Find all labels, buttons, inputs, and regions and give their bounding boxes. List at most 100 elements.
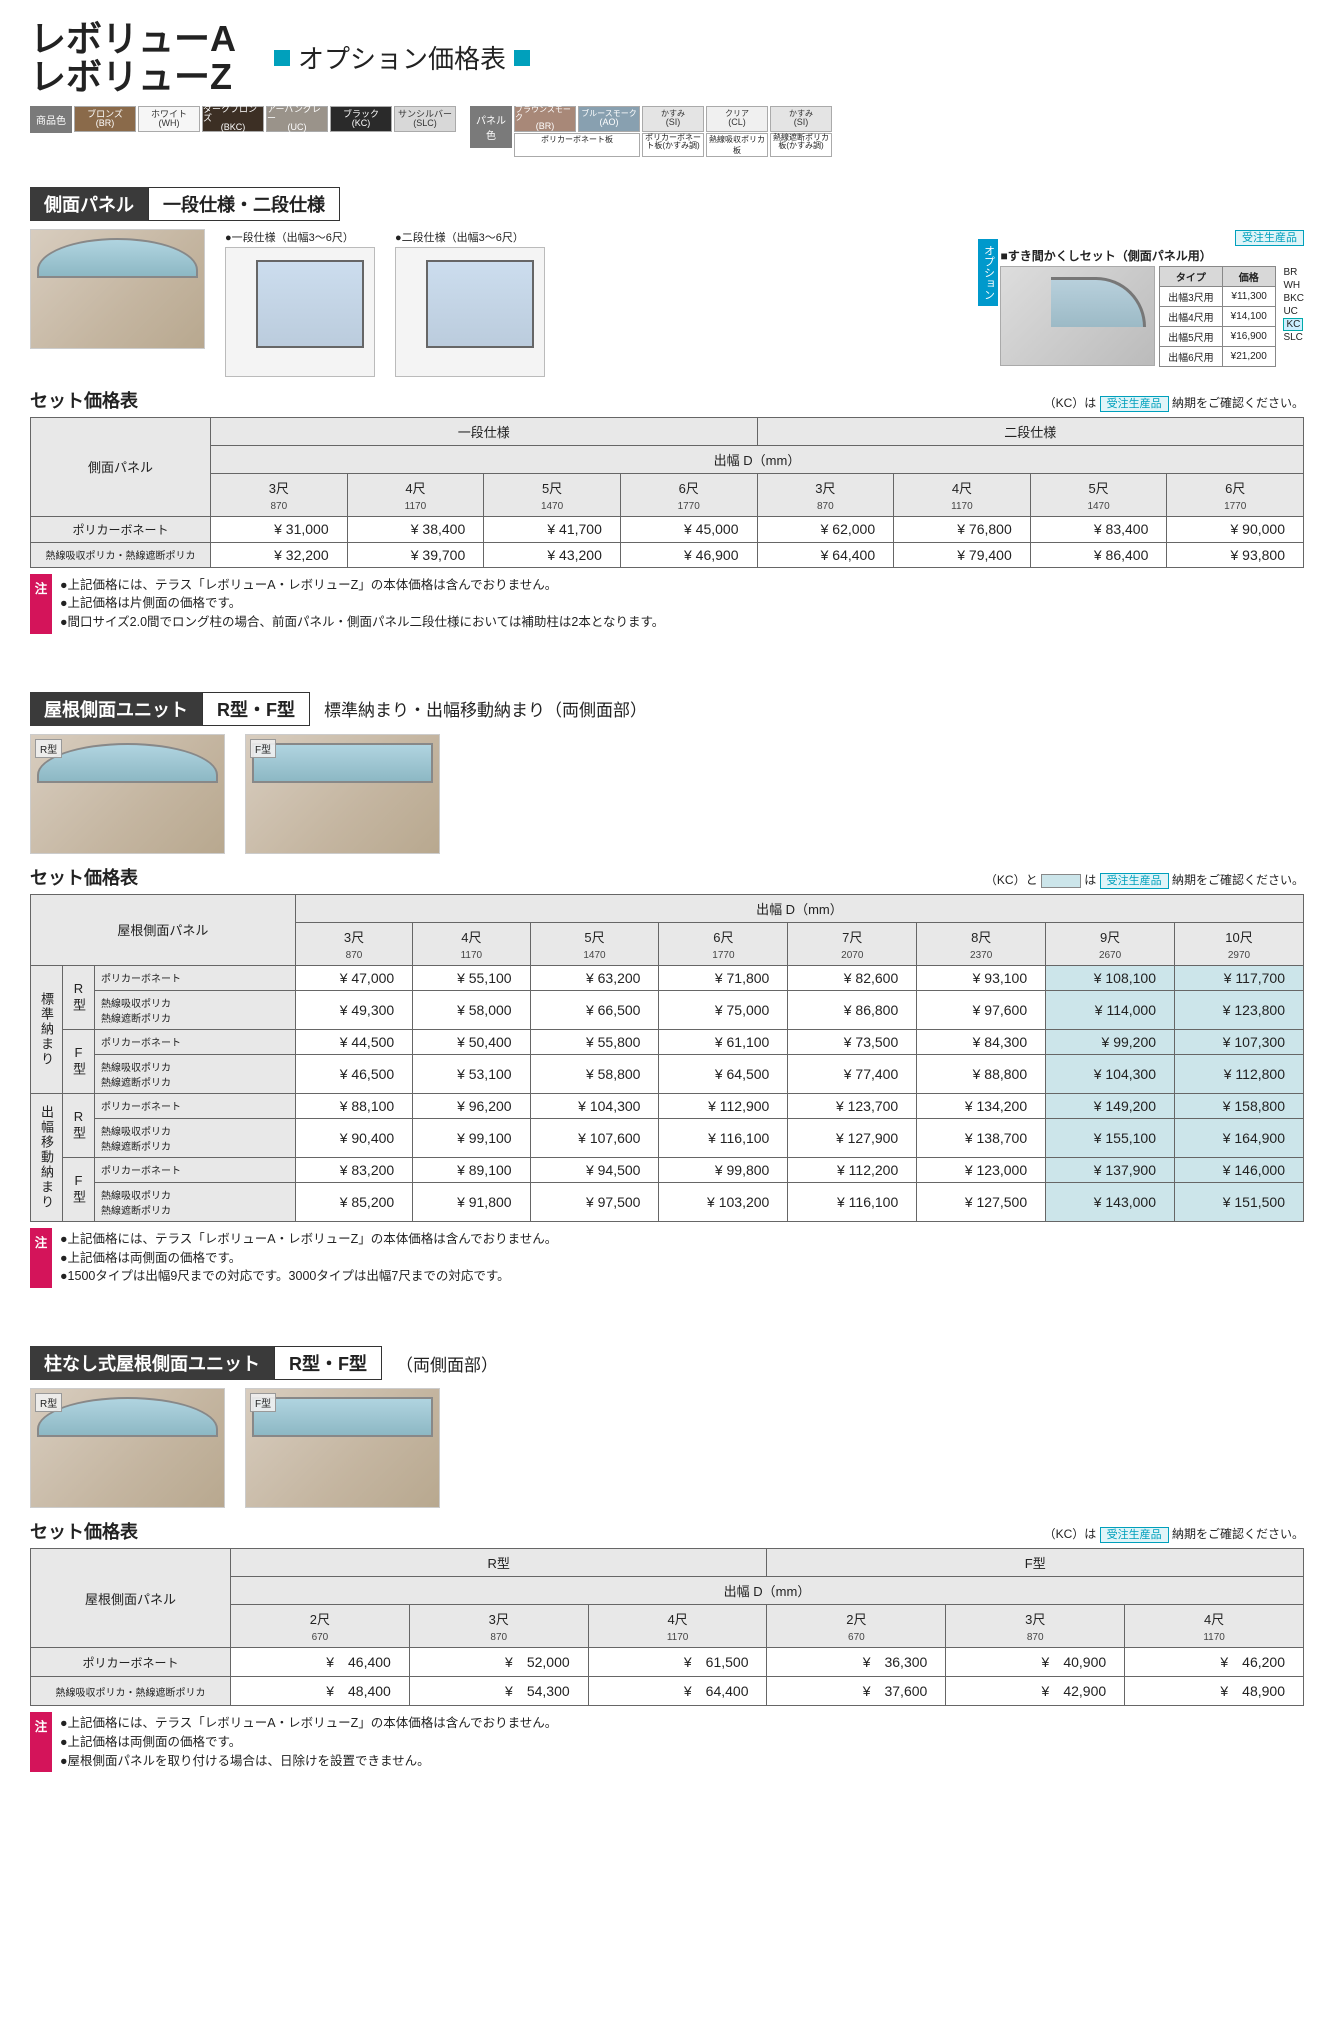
note-body: ●上記価格には、テラス「レボリューA・レボリューZ」の本体価格は含んでおりません…	[52, 574, 672, 634]
price-note: （KC）と は 受注生産品 納期をご確認ください。	[985, 871, 1304, 888]
price-note: （KC）は 受注生産品 納期をご確認ください。	[1044, 394, 1304, 411]
page-header: レボリューA レボリューZ オプション価格表	[30, 20, 1304, 96]
section2-images: R型 F型	[30, 734, 1304, 854]
section3-price-table: 屋根側面パネルR型F型出幅 D（mm）2尺6703尺8704尺11702尺670…	[30, 1548, 1304, 1706]
diagram1-title: ●一段仕様（出幅3～6尺）	[225, 229, 375, 245]
section1-notes: 注 ●上記価格には、テラス「レボリューA・レボリューZ」の本体価格は含んでおりま…	[30, 574, 1304, 634]
section3-notes: 注 ●上記価格には、テラス「レボリューA・レボリューZ」の本体価格は含んでおりま…	[30, 1712, 1304, 1772]
opt-price: ¥14,100	[1222, 306, 1275, 326]
price-note: （KC）は 受注生産品 納期をご確認ください。	[1044, 1525, 1304, 1542]
section3-images: R型 F型	[30, 1388, 1304, 1508]
note-line: ●上記価格には、テラス「レボリューA・レボリューZ」の本体価格は含んでおりません…	[60, 1714, 557, 1733]
panel-material: ポリカーボネート板	[514, 133, 640, 157]
subtitle: オプション価格表	[266, 39, 538, 76]
color-swatch: サンシルバー(SLC)	[394, 106, 456, 132]
price-title: セット価格表	[30, 1518, 138, 1544]
section3-spec: R型・F型	[274, 1346, 382, 1380]
square-icon	[514, 50, 530, 66]
note-label: 注	[30, 574, 52, 634]
note-body: ●上記価格には、テラス「レボリューA・レボリューZ」の本体価格は含んでおりません…	[52, 1712, 565, 1772]
color-swatch: かすみ(SI)	[770, 106, 832, 132]
section1-price-table: 側面パネル一段仕様二段仕様出幅 D（mm）3尺8704尺11705尺14706尺…	[30, 417, 1304, 568]
color-swatch: ブルースモーク(AO)	[578, 106, 640, 132]
note-body: ●上記価格には、テラス「レボリューA・レボリューZ」の本体価格は含んでおりません…	[52, 1228, 565, 1288]
color-swatch: ブラウンスモーク(BR)	[514, 106, 576, 132]
highlight-sample	[1041, 874, 1081, 888]
made-to-order-badge: 受注生産品	[1100, 873, 1169, 889]
subtitle-text: オプション価格表	[298, 39, 506, 76]
price-title: セット価格表	[30, 387, 138, 413]
color-swatch: ブラック(KC)	[330, 106, 392, 132]
f-type-photo: F型	[245, 734, 440, 854]
section3-header: 柱なし式屋根側面ユニット R型・F型 （両側面部）	[30, 1346, 1304, 1380]
price-title: セット価格表	[30, 864, 138, 890]
section2-header: 屋根側面ユニット R型・F型 標準納まり・出幅移動納まり（両側面部）	[30, 692, 1304, 726]
color-swatch: クリア(CL)	[706, 106, 768, 132]
opt-hdr-price: 価格	[1222, 266, 1275, 286]
product-photo	[30, 229, 205, 349]
section1-spec: 一段仕様・二段仕様	[148, 187, 340, 221]
section2-price-table: 屋根側面パネル出幅 D（mm）3尺8704尺11705尺14706尺17707尺…	[30, 894, 1304, 1222]
option-tag: オプション	[978, 239, 998, 306]
section1-price-header: セット価格表 （KC）は 受注生産品 納期をご確認ください。	[30, 387, 1304, 413]
note-line: ●屋根側面パネルを取り付ける場合は、日除けを設置できません。	[60, 1752, 557, 1771]
section3-title: 柱なし式屋根側面ユニット	[30, 1346, 274, 1380]
section2-spec: R型・F型	[202, 692, 310, 726]
r-type-photo: R型	[30, 734, 225, 854]
opt-price: ¥16,900	[1222, 326, 1275, 346]
note-line: ●上記価格は両側面の価格です。	[60, 1733, 557, 1752]
option-title: ■すき間かくしセット（側面パネル用）	[1000, 247, 1304, 264]
section1-title: 側面パネル	[30, 187, 148, 221]
note-label: 注	[30, 1228, 52, 1288]
panel-material: 熱線吸収ポリカ板	[706, 133, 768, 157]
color-swatch: ブロンズ(BR)	[74, 106, 136, 132]
note-label: 注	[30, 1712, 52, 1772]
section2-sub: 標準納まり・出幅移動納まり（両側面部）	[324, 696, 647, 721]
opt-type: 出幅4尺用	[1160, 306, 1223, 326]
color-swatch: アーバングレー(UC)	[266, 106, 328, 132]
swatch-label-panel: パネル色	[470, 106, 512, 148]
note-line: ●上記価格は片側面の価格です。	[60, 594, 664, 613]
note-line: ●上記価格は両側面の価格です。	[60, 1249, 557, 1268]
made-to-order-badge: 受注生産品	[1100, 1527, 1169, 1543]
note-line: ●間口サイズ2.0間でロング柱の場合、前面パネル・側面パネル二段仕様においては補…	[60, 613, 664, 632]
opt-type: 出幅6尺用	[1160, 346, 1223, 366]
title-line1: レボリューA	[30, 20, 236, 58]
opt-type: 出幅3尺用	[1160, 286, 1223, 306]
made-to-order-badge: 受注生産品	[1235, 230, 1304, 246]
section2-title: 屋根側面ユニット	[30, 692, 202, 726]
color-swatch: かすみ(SI)	[642, 106, 704, 132]
panel-material: 熱線遮断ポリカ板(かすみ調)	[770, 133, 832, 157]
color-swatches: 商品色 ブロンズ(BR)ホワイト(WH)ダークブロンズ(BKC)アーバングレー(…	[30, 106, 1304, 157]
diagram2-title: ●二段仕様（出幅3～6尺）	[395, 229, 545, 245]
title-line2: レボリューZ	[30, 58, 236, 96]
made-to-order-badge: 受注生産品	[1100, 396, 1169, 412]
note-line: ●上記価格には、テラス「レボリューA・レボリューZ」の本体価格は含んでおりません…	[60, 1230, 557, 1249]
panel-material: ポリカーボネート板(かすみ調)	[642, 133, 704, 157]
f-type-photo: F型	[245, 1388, 440, 1508]
section1-diagrams: ●一段仕様（出幅3～6尺） ●二段仕様（出幅3～6尺） 受注生産品 ■すき間かく…	[30, 229, 1304, 377]
section2-price-header: セット価格表 （KC）と は 受注生産品 納期をご確認ください。	[30, 864, 1304, 890]
opt-hdr-type: タイプ	[1160, 266, 1223, 286]
note-line: ●上記価格には、テラス「レボリューA・レボリューZ」の本体価格は含んでおりません…	[60, 576, 664, 595]
opt-price: ¥21,200	[1222, 346, 1275, 366]
opt-type: 出幅5尺用	[1160, 326, 1223, 346]
swatch-label-product: 商品色	[30, 106, 72, 133]
section1-header: 側面パネル 一段仕様・二段仕様	[30, 187, 1304, 221]
section3-sub: （両側面部）	[396, 1351, 498, 1376]
r-type-photo: R型	[30, 1388, 225, 1508]
color-swatch: ホワイト(WH)	[138, 106, 200, 132]
section3-price-header: セット価格表 （KC）は 受注生産品 納期をご確認ください。	[30, 1518, 1304, 1544]
diagram2	[395, 247, 545, 377]
diagram1	[225, 247, 375, 377]
note-line: ●1500タイプは出幅9尺までの対応です。3000タイプは出幅7尺までの対応です…	[60, 1267, 557, 1286]
opt-price: ¥11,300	[1222, 286, 1275, 306]
option-box: 受注生産品 ■すき間かくしセット（側面パネル用） オプション タイプ価格 出幅3…	[1000, 229, 1304, 367]
option-price-table: タイプ価格 出幅3尺用¥11,300出幅4尺用¥14,100出幅5尺用¥16,9…	[1159, 266, 1276, 367]
color-swatch: ダークブロンズ(BKC)	[202, 106, 264, 132]
square-icon	[274, 50, 290, 66]
option-photo	[1000, 266, 1155, 366]
option-color-codes: BRWHBKCUCKCSLC	[1279, 266, 1304, 344]
section2-notes: 注 ●上記価格には、テラス「レボリューA・レボリューZ」の本体価格は含んでおりま…	[30, 1228, 1304, 1288]
product-title: レボリューA レボリューZ	[30, 20, 236, 96]
